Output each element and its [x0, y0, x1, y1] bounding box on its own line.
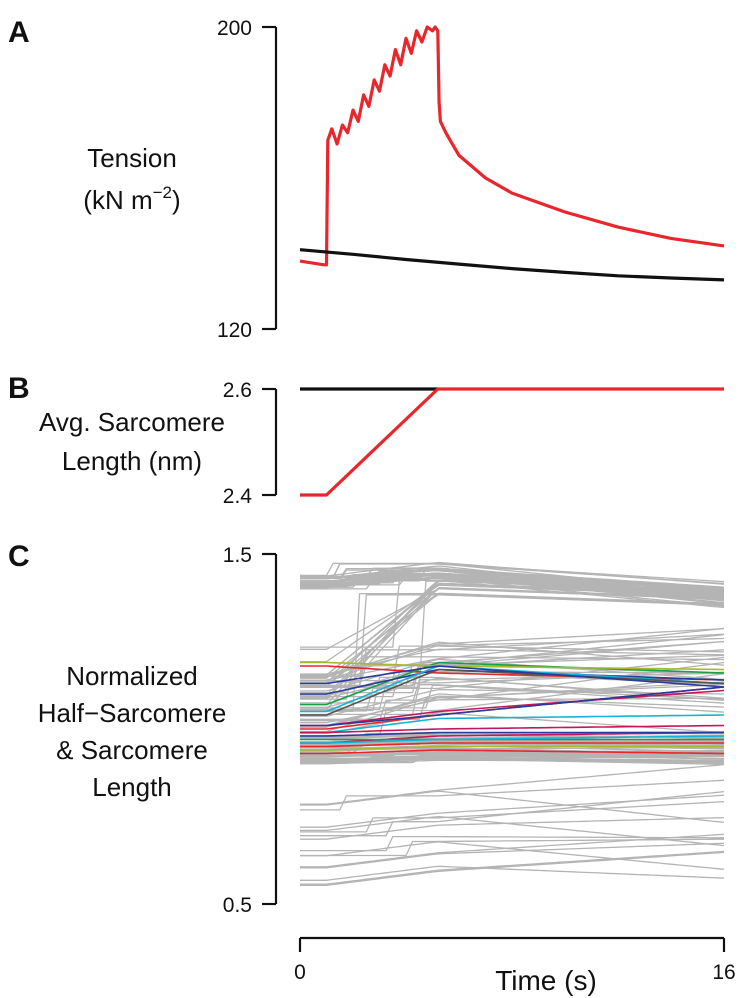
x-tick-label-16: 16: [712, 961, 735, 984]
panel-c-gray-trace: [300, 627, 725, 677]
panel-c-ylabel-line3: & Sarcomere: [56, 735, 208, 765]
panel-c-gray-trace: [300, 838, 724, 857]
panel-b-series-1: [300, 387, 724, 497]
panel-c-gray-trace: [300, 574, 725, 598]
panel-a-ylabel-sup: −2: [153, 183, 172, 202]
panel-b-ytick-label-top: 2.6: [223, 379, 252, 402]
panel-c-colored-series-17: [300, 731, 724, 737]
x-axis-label: Time (s): [495, 965, 597, 996]
panel-b-ylabel-line1: Avg. Sarcomere: [39, 407, 225, 437]
panel-c-gray-trace: [300, 673, 725, 737]
panel-a-ylabel-line1: Tension: [87, 143, 177, 173]
panel-c-gray-trace: [300, 779, 725, 811]
panel-c-colored-series-14: [300, 735, 725, 744]
panel-c-gray-trace: [300, 637, 725, 681]
panel-c-colored-series-3: [300, 665, 725, 713]
panel-c-colored-series-0: [300, 665, 725, 681]
panel-a-ylabel-unit: (kN m: [83, 185, 152, 215]
x-tick-label-0: 0: [294, 961, 306, 984]
panel-a-ylabel-line2: (kN m−2): [83, 183, 180, 215]
panel-c-ylabel-line2: Half−Sarcomere: [38, 698, 227, 728]
panel-c-gray-trace: [300, 684, 725, 709]
panel-c-colored-series-1: [300, 661, 725, 706]
panel-c-gray-trace: [300, 815, 725, 847]
panel-c-colored-series-9: [300, 686, 725, 727]
panel-c-gray-trace: [300, 688, 725, 717]
panel-c-gray-trace: [300, 633, 725, 677]
panel-c-colored-series-13: [300, 742, 724, 748]
panel-a-plot: [299, 25, 725, 282]
panel-c-colored-series-18: [300, 724, 725, 734]
panel-c-gray-trace: [300, 790, 725, 824]
panel-a-ytick-label-bottom: 120: [217, 319, 252, 342]
panel-c-ytick-label-bottom: 0.5: [223, 894, 252, 917]
panel-c-colored-series-6: [300, 665, 725, 688]
panel-c-gray-trace: [300, 865, 725, 881]
panel-c-gray-trace: [300, 656, 725, 683]
panel-c-colored-series-8: [300, 689, 725, 727]
panel-letter-b: B: [8, 372, 30, 405]
panel-c-ytick-label-top: 1.5: [223, 544, 252, 567]
panel-c-gray-trace: [300, 654, 725, 686]
panel-c-colored-series-16: [300, 749, 725, 755]
panel-c-colored-series-15: [300, 745, 724, 751]
panel-c-gray-trace: [300, 594, 725, 688]
panel-c-colored-series-5: [300, 668, 725, 716]
panel-c-gray-trace: [300, 580, 725, 699]
panel-c-gray-trace: [300, 633, 725, 687]
panel-b-ytick-label-bottom: 2.4: [223, 485, 253, 508]
panel-c-gray-trace: [300, 695, 725, 727]
panel-letter-a: A: [8, 16, 30, 49]
panel-a-series-0: [299, 25, 725, 267]
panel-c-gray-trace: [300, 756, 725, 762]
panel-c-colored-series-10: [300, 714, 725, 734]
panel-c-gray-trace: [300, 763, 725, 805]
panel-a-series-1: [299, 248, 725, 282]
panel-c-ylabel-line1: Normalized: [66, 661, 198, 691]
panel-c-gray-trace: [300, 645, 725, 682]
panel-b-ylabel-line2: Length (nm): [62, 446, 202, 476]
panel-a-ytick-label-top: 200: [217, 17, 252, 40]
panel-a-ylabel-close: ): [172, 185, 181, 215]
panel-c-gray-trace: [300, 790, 725, 837]
panel-c-gray-trace: [300, 758, 725, 766]
panel-c-gray-trace: [300, 579, 725, 706]
panel-c-gray-trace: [300, 851, 725, 887]
panel-c-colored-traces: [300, 661, 725, 755]
panel-c-ylabel-line4: Length: [92, 772, 172, 802]
panel-c-colored-series-4: [300, 661, 725, 671]
panel-c-gray-trace: [300, 841, 725, 870]
panel-c-gray-trace: [300, 800, 725, 833]
panel-c-gray-trace: [300, 850, 725, 885]
panel-b-plot: [300, 387, 724, 497]
panel-c-gray-traces: [300, 561, 725, 887]
panel-letter-c: C: [8, 540, 30, 573]
panel-c-gray-trace: [300, 816, 725, 840]
panel-c-gray-trace: [300, 842, 725, 869]
